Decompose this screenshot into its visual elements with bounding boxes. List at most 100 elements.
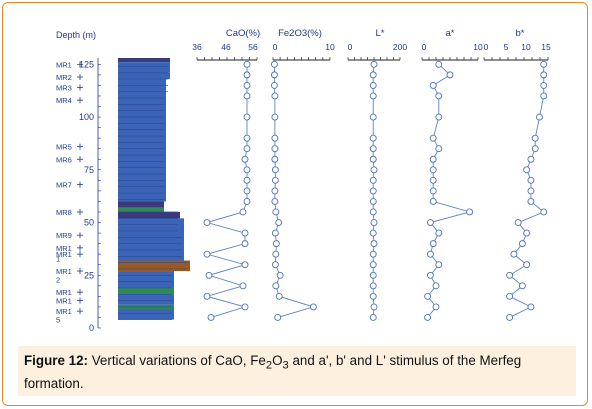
data-point (369, 155, 377, 163)
lithology-band (118, 271, 174, 288)
data-point (243, 81, 251, 89)
sample-label: MR1 (56, 244, 72, 253)
data-point (426, 250, 434, 258)
data-point (466, 208, 474, 216)
lithology-band (118, 201, 164, 208)
data-line (508, 64, 545, 318)
data-point (369, 292, 377, 300)
data-point (275, 292, 283, 300)
lithology-band (118, 62, 170, 73)
data-point (271, 145, 279, 153)
data-point (271, 197, 279, 205)
data-point (429, 197, 437, 205)
data-point (531, 145, 539, 153)
data-point (271, 92, 279, 100)
panel-tick-label: 10 (325, 42, 335, 52)
data-point (429, 187, 437, 195)
data-point (527, 176, 535, 184)
data-point (369, 197, 377, 205)
data-point (429, 176, 437, 184)
data-point (243, 71, 251, 79)
data-point (243, 145, 251, 153)
data-point (369, 187, 377, 195)
data-point (429, 134, 437, 142)
data-point (369, 314, 377, 321)
caption-text-a: Vertical variations of CaO, Fe (88, 353, 266, 368)
panel-tick-label: 0 (348, 42, 353, 52)
data-point (271, 113, 279, 121)
data-point (435, 229, 443, 237)
data-point (369, 282, 377, 290)
data-point (527, 155, 535, 163)
data-point (424, 314, 432, 321)
data-point (426, 271, 434, 279)
sample-label: MR1 (56, 297, 72, 306)
caption-box: Figure 12: Vertical variations of CaO, F… (18, 346, 576, 396)
data-point (271, 187, 279, 195)
data-point (369, 261, 377, 269)
data-point (435, 113, 443, 121)
lithology-column (118, 58, 190, 320)
data-point (370, 303, 378, 311)
data-point (435, 92, 443, 100)
data-point (203, 292, 211, 300)
caption-label: Figure 12: (24, 353, 88, 368)
data-point (369, 134, 377, 142)
panel-tick-label: 0 (484, 42, 489, 52)
panel-2: Fe2O3(%)0 10 (270, 28, 335, 321)
sample-label: MR1 (56, 288, 72, 297)
data-point (243, 197, 251, 205)
sample-label: MR1 (56, 307, 72, 316)
panel-3: L* 0 200 (348, 28, 407, 321)
depth-axis-label: Depth (m) (56, 30, 96, 40)
panel-tick-label: 0 (422, 42, 427, 52)
panel-title: b* (516, 28, 525, 39)
lithology-band (118, 218, 184, 261)
data-point (369, 208, 377, 216)
sample-label: 1 (56, 254, 60, 263)
depth-tick-label: 50 (84, 218, 94, 228)
data-point (243, 60, 251, 68)
data-point (540, 208, 548, 216)
data-point (241, 240, 249, 248)
data-point (207, 314, 215, 321)
data-point (369, 250, 377, 258)
panel-title: CaO(%) (226, 28, 260, 39)
data-point (506, 292, 514, 300)
data-point (540, 92, 548, 100)
sample-label: MR9 (56, 231, 72, 240)
data-point (370, 166, 378, 174)
panel-title: L* (376, 28, 385, 39)
figure-caption: Figure 12: Vertical variations of CaO, F… (24, 352, 572, 393)
sample-label: 2 (56, 275, 60, 284)
panel-4: a* 0 10 (422, 28, 483, 321)
data-point (540, 71, 548, 79)
caption-text-c: and a', b' and L' stimulus of the Merfeg… (24, 353, 522, 391)
caption-sub-1: 2 (265, 359, 273, 372)
sample-label: MR5 (56, 143, 72, 152)
data-point (369, 113, 377, 121)
data-point (369, 271, 377, 279)
data-point (506, 314, 514, 321)
data-point (435, 145, 443, 153)
depth-tick-label: 100 (79, 112, 94, 122)
data-point (272, 240, 280, 248)
panel-tick-label: 200 (393, 42, 407, 52)
data-point (203, 219, 211, 226)
panel-5: b* 0 5 10 15 (484, 28, 551, 321)
lithology-band (118, 72, 170, 80)
data-point (435, 60, 443, 68)
data-point (369, 229, 377, 237)
data-point (271, 261, 279, 269)
data-point (432, 303, 440, 311)
data-point (243, 92, 251, 100)
data-point (270, 81, 278, 89)
data-point (510, 250, 518, 258)
panel-tick-label: 10 (473, 42, 483, 52)
panel-tick-label: 5 (504, 42, 509, 52)
data-point (270, 60, 278, 68)
sample-label: 5 (56, 316, 60, 325)
data-point (369, 176, 377, 184)
